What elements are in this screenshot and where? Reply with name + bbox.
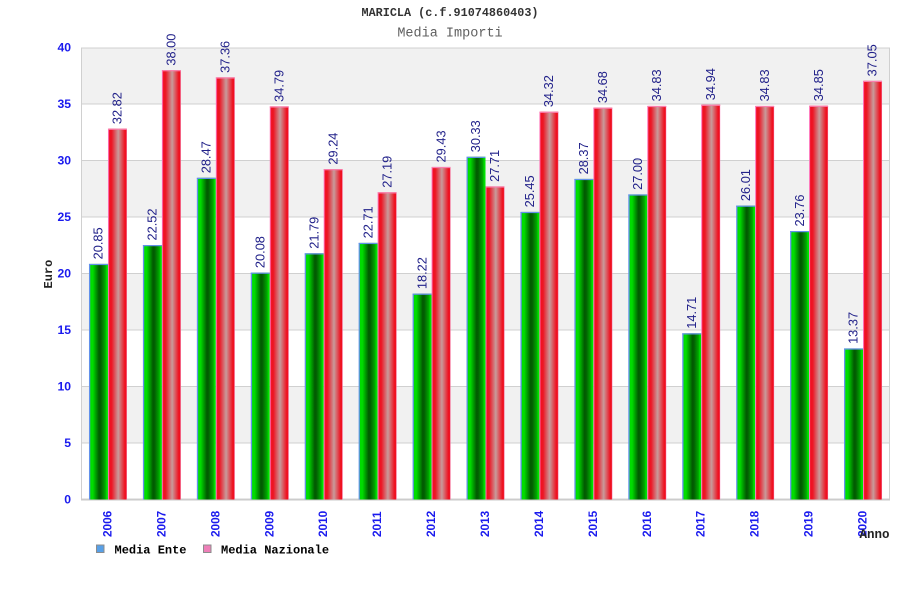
svg-text:20.08: 20.08: [252, 236, 267, 268]
svg-text:10: 10: [57, 380, 71, 394]
svg-text:Euro: Euro: [42, 260, 56, 289]
svg-text:28.37: 28.37: [576, 142, 591, 174]
svg-text:15: 15: [57, 323, 71, 337]
svg-text:2019: 2019: [802, 510, 816, 537]
svg-text:27.19: 27.19: [379, 156, 394, 188]
svg-text:13.37: 13.37: [846, 312, 861, 344]
svg-text:34.83: 34.83: [649, 69, 664, 101]
svg-text:21.79: 21.79: [306, 217, 321, 249]
svg-text:34.83: 34.83: [757, 69, 772, 101]
svg-text:2010: 2010: [316, 510, 330, 537]
svg-text:18.22: 18.22: [414, 257, 429, 289]
svg-text:20.85: 20.85: [91, 227, 106, 259]
svg-text:37.05: 37.05: [865, 44, 880, 76]
svg-text:2017: 2017: [694, 510, 708, 537]
svg-text:22.71: 22.71: [360, 206, 375, 238]
svg-text:30: 30: [57, 154, 71, 168]
svg-text:2007: 2007: [154, 510, 168, 537]
svg-text:22.52: 22.52: [145, 208, 160, 240]
svg-text:2009: 2009: [262, 510, 276, 537]
svg-text:30.33: 30.33: [468, 120, 483, 152]
svg-text:34.94: 34.94: [703, 68, 718, 100]
svg-text:32.82: 32.82: [110, 92, 125, 124]
svg-text:23.76: 23.76: [792, 194, 807, 226]
svg-text:2012: 2012: [424, 510, 438, 537]
svg-text:2014: 2014: [532, 510, 546, 537]
svg-text:2013: 2013: [478, 510, 492, 537]
svg-text:2011: 2011: [370, 511, 384, 537]
svg-text:29.24: 29.24: [325, 133, 340, 165]
svg-text:Media Ente: Media Ente: [115, 544, 187, 558]
svg-text:34.32: 34.32: [541, 75, 556, 107]
svg-text:Media Nazionale: Media Nazionale: [221, 544, 329, 558]
svg-text:2020: 2020: [856, 510, 870, 537]
svg-text:14.71: 14.71: [684, 297, 699, 329]
svg-text:34.79: 34.79: [271, 70, 286, 102]
svg-text:38.00: 38.00: [164, 34, 179, 66]
svg-text:25: 25: [57, 210, 71, 224]
svg-text:Anno: Anno: [860, 528, 890, 542]
svg-text:34.85: 34.85: [811, 69, 826, 101]
svg-text:34.68: 34.68: [595, 71, 610, 103]
svg-text:2016: 2016: [640, 510, 654, 537]
svg-text:40: 40: [57, 41, 71, 55]
svg-text:28.47: 28.47: [199, 141, 214, 173]
svg-text:Media Importi: Media Importi: [397, 27, 502, 42]
svg-text:27.00: 27.00: [630, 158, 645, 190]
svg-text:MARICLA (c.f.91074860403): MARICLA (c.f.91074860403): [362, 6, 539, 20]
svg-text:26.01: 26.01: [738, 169, 753, 201]
svg-text:2006: 2006: [100, 510, 114, 537]
svg-text:35: 35: [57, 97, 71, 111]
svg-text:25.45: 25.45: [522, 175, 537, 207]
svg-text:5: 5: [64, 436, 71, 450]
svg-text:29.43: 29.43: [433, 130, 448, 162]
svg-text:2018: 2018: [748, 510, 762, 537]
svg-text:0: 0: [64, 493, 71, 507]
svg-text:37.36: 37.36: [218, 41, 233, 73]
svg-text:2008: 2008: [208, 510, 222, 537]
svg-text:27.71: 27.71: [487, 150, 502, 182]
svg-text:2015: 2015: [586, 510, 600, 537]
svg-text:20: 20: [57, 267, 71, 281]
